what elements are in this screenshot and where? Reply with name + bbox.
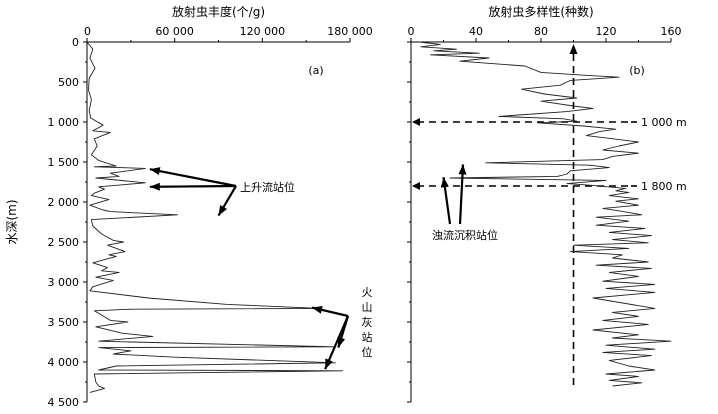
y-tick-label: 0 (72, 36, 79, 49)
y-tick-label: 4 500 (48, 396, 80, 409)
annotation-arrow-volcanic-head (337, 336, 346, 348)
annotation-arrow-upwelling-shaft (149, 168, 237, 188)
y-tick-label: 3 000 (48, 276, 80, 289)
panel-label: (b) (629, 64, 645, 77)
annotation-arrow-upwelling-shaft (149, 184, 237, 188)
annotation-arrow-upwelling-head (218, 204, 228, 216)
y-tick-label: 500 (58, 76, 79, 89)
x-tick-label: 40 (469, 25, 483, 38)
series-line (419, 41, 672, 387)
panel-title: 放射虫丰度(个/g) (172, 4, 265, 19)
annotation-arrow-turbidite-head (458, 164, 467, 175)
y-axis-label: 水深(m) (5, 199, 19, 244)
reference-line-arrowhead (412, 182, 420, 190)
y-tick-label: 4 000 (48, 356, 80, 369)
annotation-arrow-upwelling-head (149, 182, 160, 191)
x-tick-label: 80 (534, 25, 548, 38)
panel-a-abundance: 0 60 000 120 000 180 000 0 500 1 000 1 500 2 000… (5, 4, 373, 409)
y-tick-label: 2 500 (48, 236, 80, 249)
y-tick-label: 2 000 (48, 196, 80, 209)
annotation-arrow-turbidite-head (440, 177, 449, 188)
series-line (86, 41, 344, 393)
x-tick-label: 160 (661, 25, 682, 38)
annotation-upwelling: 上升流站位 (240, 180, 295, 194)
annotation-volcanic-ash: 火山灰站位 (362, 286, 373, 359)
reference-line-label: 1 800 m (641, 180, 687, 193)
x-tick-label: 0 (408, 25, 415, 38)
annotation-turbidite: 浊流沉积站位 (432, 228, 498, 242)
panel-b-diversity: 0 40 80 120 160 放射虫多样性(种数) (b) 1 000 m 1 800 m 浊流… (407, 4, 687, 403)
panel-label: (a) (308, 64, 323, 77)
reference-line-arrowhead (412, 118, 420, 126)
annotation-arrow-volcanic-head (325, 358, 333, 370)
y-tick-label: 1 000 (48, 116, 80, 129)
reference-line-label: 1 000 m (641, 116, 687, 129)
x-tick-label: 60 000 (155, 25, 194, 38)
x-tick-label: 0 (84, 25, 91, 38)
x-tick-label: 120 (596, 25, 617, 38)
annotation-arrow-volcanic-head (312, 305, 323, 314)
x-tick-label: 180 000 (327, 25, 373, 38)
annotation-arrow-upwelling-head (149, 167, 161, 176)
y-tick-label: 3 500 (48, 316, 80, 329)
reference-line-arrowhead (569, 44, 578, 54)
x-tick-label: 120 000 (240, 25, 286, 38)
y-tick-label: 1 500 (48, 156, 80, 169)
panel-title: 放射虫多样性(种数) (488, 4, 593, 19)
